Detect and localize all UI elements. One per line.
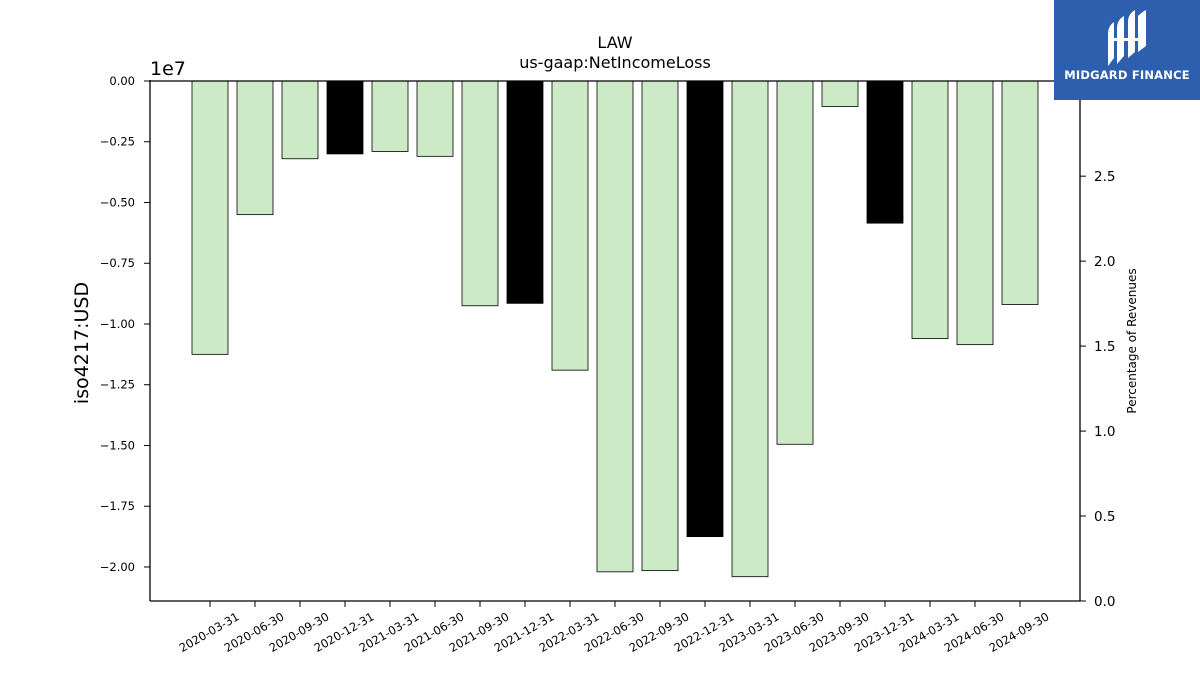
y2-tick-label: 2.5: [1094, 169, 1115, 185]
y-tick-label: −0.25: [100, 135, 135, 149]
bar-2022-09-30: [641, 80, 679, 572]
y-tick-label: −1.25: [100, 378, 135, 392]
bar-2021-03-31: [371, 80, 409, 152]
bar-2023-09-30: [821, 80, 859, 107]
y2-axis-label: Percentage of Revenues: [1125, 268, 1139, 413]
y-axis-label: iso4217:USD: [71, 282, 93, 404]
bar-2024-06-30: [956, 80, 994, 346]
brand-name: MIDGARD FINANCE: [1064, 68, 1190, 82]
y2-tick-label: 2.0: [1094, 254, 1115, 270]
brand-logo: MIDGARD FINANCE: [1054, 0, 1200, 100]
bar-2021-09-30: [461, 80, 499, 307]
y-tick-label: −0.75: [100, 256, 135, 270]
y-offset-label: 1e7: [150, 58, 186, 80]
x-ticks: 2020-03-312020-06-302020-09-302020-12-31…: [177, 601, 1052, 655]
bar-2024-09-30: [1001, 80, 1039, 305]
y2-tick-label: 1.0: [1094, 424, 1115, 440]
bar-2020-06-30: [236, 80, 274, 216]
bar-2024-03-31: [911, 80, 949, 339]
chart-title: LAW: [597, 33, 632, 52]
bar-2021-12-31: [506, 80, 544, 304]
y2-tick-label: 0.0: [1094, 594, 1115, 610]
bar-2021-06-30: [416, 80, 454, 157]
bar-2022-03-31: [551, 80, 589, 371]
y-tick-label: −1.50: [100, 438, 135, 452]
bar-2023-03-31: [731, 80, 769, 578]
bar-2023-12-31: [866, 80, 904, 224]
bar-2022-12-31: [686, 80, 724, 538]
bar-2022-06-30: [596, 80, 634, 573]
midgard-logo-icon: [1108, 10, 1146, 66]
y2-ticks: 0.0 0.5 1.0 1.5 2.0 2.5: [1080, 169, 1115, 610]
y-ticks: 0.00 −0.25 −0.50 −0.75 −1.00 −1.25 −1.50 −1.75 −…: [100, 74, 150, 574]
chart-subtitle: us-gaap:NetIncomeLoss: [519, 53, 711, 72]
y-tick-label: −1.00: [100, 317, 135, 331]
y-tick-label: −1.75: [100, 499, 135, 513]
bar-2020-09-30: [281, 80, 319, 160]
y-tick-label: −0.50: [100, 195, 135, 209]
bars-layer: [191, 80, 1039, 578]
y2-tick-label: 0.5: [1094, 509, 1115, 525]
bar-2020-03-31: [191, 80, 229, 355]
bar-2023-06-30: [776, 80, 814, 445]
y2-tick-label: 1.5: [1094, 339, 1115, 355]
y-tick-label: 0.00: [109, 74, 135, 88]
y-tick-label: −2.00: [100, 560, 135, 574]
bar-2020-12-31: [326, 80, 364, 155]
